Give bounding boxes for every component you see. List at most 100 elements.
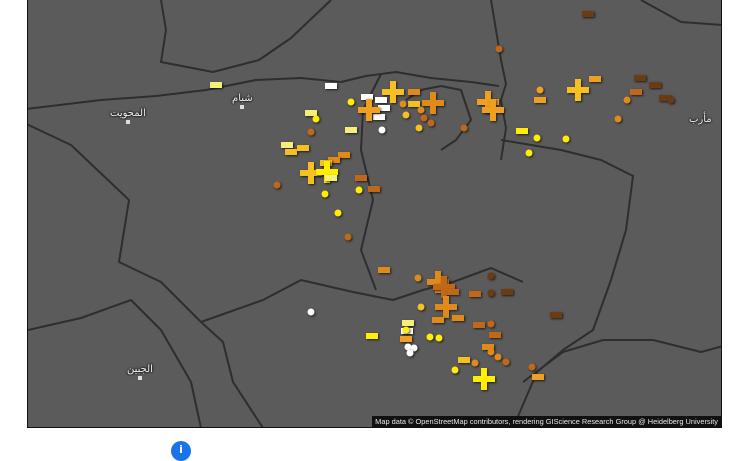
dash-marker[interactable]	[378, 267, 390, 273]
dash-marker[interactable]	[338, 152, 350, 158]
dash-marker[interactable]	[501, 289, 513, 295]
dot-marker[interactable]	[502, 358, 510, 366]
dash-marker[interactable]	[285, 149, 297, 155]
map-canvas[interactable]	[28, 0, 722, 428]
dot-marker[interactable]	[536, 86, 544, 94]
map-view[interactable]: المحويت شبام مأرب الجبين Map data © Open…	[27, 0, 722, 428]
plus-marker[interactable]	[427, 271, 449, 293]
dot-marker[interactable]	[415, 124, 423, 132]
dot-marker[interactable]	[460, 124, 468, 132]
dash-marker[interactable]	[408, 89, 420, 95]
dot-marker[interactable]	[312, 115, 320, 123]
dot-marker[interactable]	[487, 348, 495, 356]
dot-marker[interactable]	[528, 363, 536, 371]
dash-marker[interactable]	[366, 333, 378, 339]
plus-marker[interactable]	[358, 99, 380, 121]
dash-marker[interactable]	[297, 145, 309, 151]
dash-marker[interactable]	[469, 291, 481, 297]
dash-marker[interactable]	[325, 83, 337, 89]
plus-marker[interactable]	[473, 368, 495, 390]
dash-marker[interactable]	[210, 82, 222, 88]
dot-marker[interactable]	[334, 209, 342, 217]
dot-marker[interactable]	[614, 115, 622, 123]
dash-marker[interactable]	[582, 11, 594, 17]
dash-marker[interactable]	[305, 110, 317, 116]
dash-marker[interactable]	[432, 317, 444, 323]
dash-marker[interactable]	[345, 127, 357, 133]
boundary-line	[405, 85, 472, 151]
dash-marker[interactable]	[634, 75, 646, 81]
dot-marker[interactable]	[406, 349, 414, 357]
dash-marker[interactable]	[408, 101, 420, 107]
dot-marker[interactable]	[435, 334, 443, 342]
dot-marker[interactable]	[402, 111, 410, 119]
dash-marker[interactable]	[489, 332, 501, 338]
dash-marker[interactable]	[368, 186, 380, 192]
dot-marker[interactable]	[487, 320, 495, 328]
plus-marker[interactable]	[300, 162, 322, 184]
dot-marker[interactable]	[344, 233, 352, 241]
dot-marker[interactable]	[426, 333, 434, 341]
plus-marker[interactable]	[567, 79, 589, 101]
dash-marker[interactable]	[452, 315, 464, 321]
dash-marker[interactable]	[458, 357, 470, 363]
dot-marker[interactable]	[562, 135, 570, 143]
dot-marker[interactable]	[525, 149, 533, 157]
dash-marker[interactable]	[550, 312, 562, 318]
dot-marker[interactable]	[273, 181, 281, 189]
dot-marker[interactable]	[378, 126, 386, 134]
dot-marker[interactable]	[495, 45, 503, 53]
dash-marker[interactable]	[325, 175, 337, 181]
dot-marker[interactable]	[404, 343, 412, 351]
dot-marker[interactable]	[667, 96, 675, 104]
dot-marker[interactable]	[533, 134, 541, 142]
dash-marker[interactable]	[482, 344, 494, 350]
info-icon[interactable]: i	[171, 441, 191, 461]
dash-marker[interactable]	[447, 289, 459, 295]
dash-marker[interactable]	[355, 175, 367, 181]
dash-marker[interactable]	[373, 114, 385, 120]
dash-marker[interactable]	[473, 322, 485, 328]
dash-marker[interactable]	[400, 336, 412, 342]
dot-marker[interactable]	[451, 366, 459, 374]
dot-marker[interactable]	[417, 106, 425, 114]
plus-marker[interactable]	[422, 92, 444, 114]
dash-marker[interactable]	[378, 105, 390, 111]
dash-marker[interactable]	[534, 97, 546, 103]
dash-marker[interactable]	[589, 76, 601, 82]
plus-marker[interactable]	[482, 99, 504, 121]
dot-marker[interactable]	[355, 186, 363, 194]
dash-marker[interactable]	[361, 94, 373, 100]
dash-marker[interactable]	[532, 374, 544, 380]
dash-marker[interactable]	[659, 95, 671, 101]
dot-marker[interactable]	[399, 100, 407, 108]
dash-marker[interactable]	[630, 89, 642, 95]
dash-marker[interactable]	[375, 97, 387, 103]
dash-marker[interactable]	[328, 157, 340, 163]
dash-marker[interactable]	[281, 142, 293, 148]
dot-marker[interactable]	[417, 303, 425, 311]
dash-marker[interactable]	[402, 320, 414, 326]
dash-marker[interactable]	[649, 82, 661, 88]
dot-marker[interactable]	[420, 114, 428, 122]
dot-marker[interactable]	[307, 128, 315, 136]
dash-marker[interactable]	[516, 128, 528, 134]
dot-marker[interactable]	[321, 190, 329, 198]
place-dot	[137, 376, 142, 380]
plus-marker[interactable]	[477, 91, 499, 113]
dot-marker[interactable]	[487, 289, 495, 297]
dot-marker[interactable]	[410, 344, 418, 352]
dot-marker[interactable]	[414, 274, 422, 282]
dot-marker[interactable]	[487, 272, 495, 280]
plus-marker[interactable]	[435, 296, 457, 318]
dot-marker[interactable]	[471, 359, 479, 367]
plus-marker[interactable]	[316, 161, 338, 183]
plus-marker[interactable]	[433, 276, 455, 298]
plus-marker[interactable]	[382, 81, 404, 103]
dot-marker[interactable]	[347, 98, 355, 106]
dot-marker[interactable]	[494, 353, 502, 361]
dot-marker[interactable]	[402, 326, 410, 334]
dot-marker[interactable]	[307, 308, 315, 316]
dot-marker[interactable]	[623, 96, 631, 104]
dot-marker[interactable]	[427, 119, 435, 127]
